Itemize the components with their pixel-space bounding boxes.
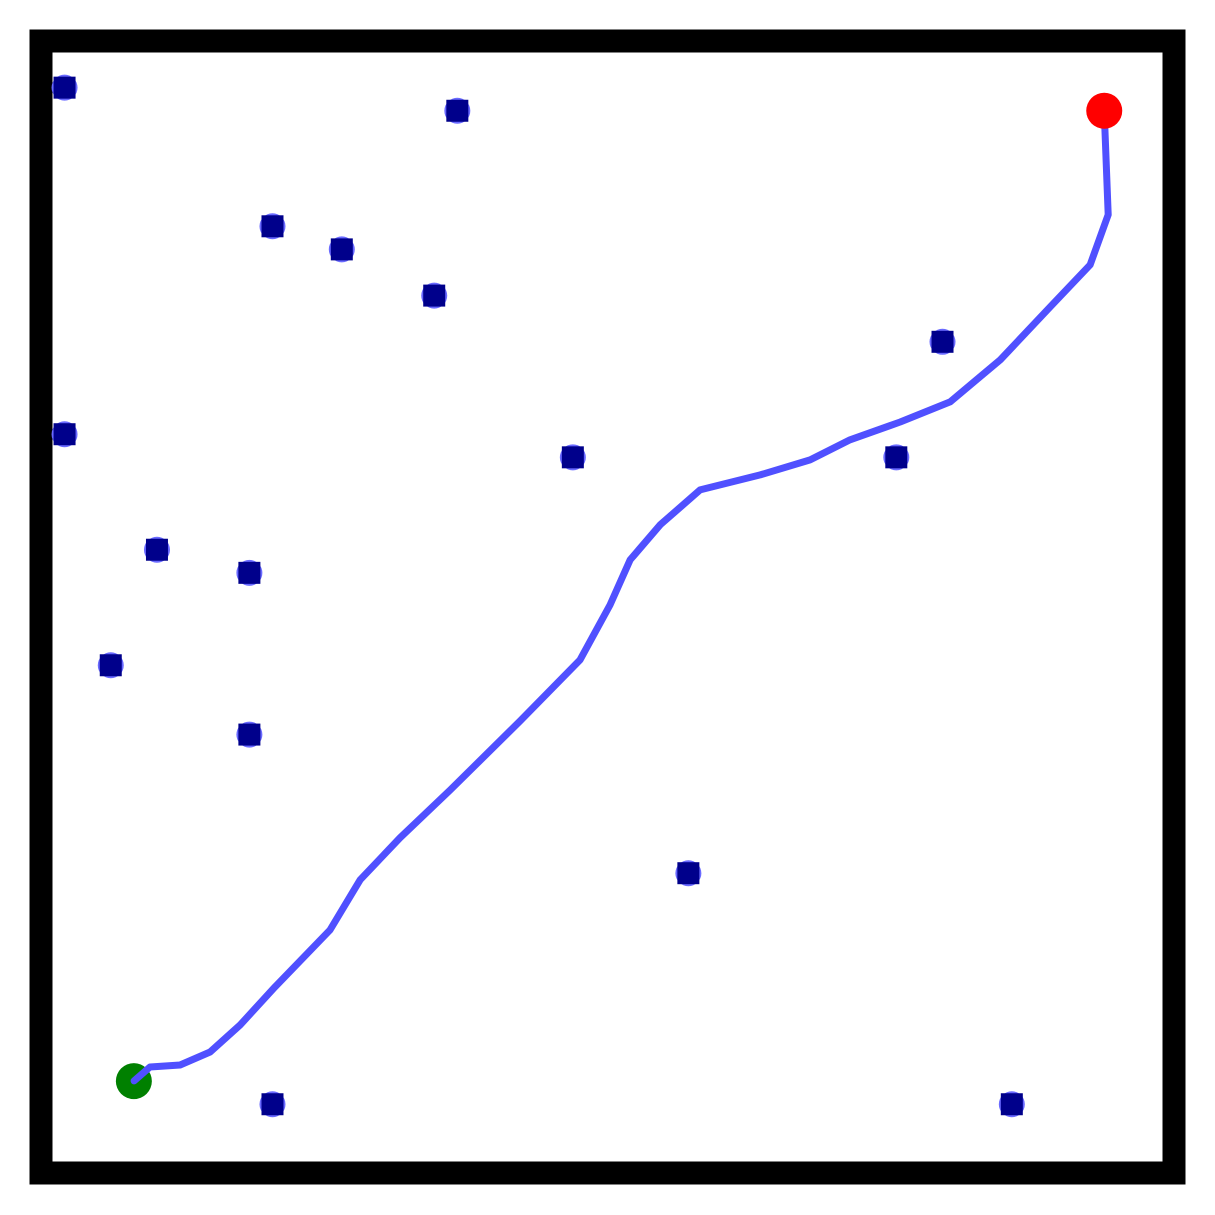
obstacle [423,284,446,307]
obstacle [261,1093,284,1116]
obstacle [561,446,584,469]
obstacle [53,76,76,99]
obstacle [446,99,469,122]
obstacle [330,238,353,261]
endpoint [1086,92,1123,129]
obstacle [53,423,76,446]
path-line [130,107,1112,1085]
obstacle [238,561,261,584]
obstacle [238,723,261,746]
obstacle [145,538,168,561]
obstacle [261,215,284,238]
obstacle [1000,1093,1023,1116]
obstacle [677,862,700,885]
obstacle [99,654,122,677]
obstacle [931,330,954,353]
obstacle [885,446,908,469]
